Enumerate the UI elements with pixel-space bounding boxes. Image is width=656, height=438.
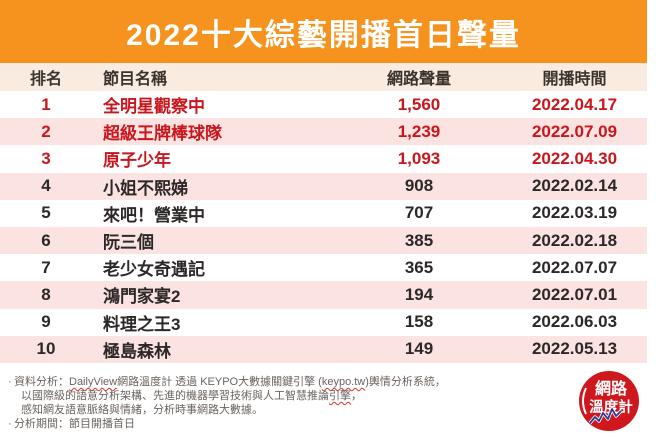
- data-source-note: · 資料分析：DailyView網路溫度計 透過 KEYPO大數據關鍵引擎 (ke…: [8, 375, 647, 389]
- table-row: 5 來吧！營業中 707 2022.03.19: [0, 199, 647, 227]
- volume-cell: 158: [404, 312, 434, 332]
- brand-name: DailyView: [69, 375, 118, 388]
- program-name-cell: 小姐不熙娣: [103, 178, 188, 198]
- bullet: ·: [8, 417, 12, 430]
- dailyview-logo: 網路 溫度計: [579, 371, 639, 431]
- volume-cell: 908: [404, 176, 434, 196]
- keypo-link: keypo.tw: [321, 375, 366, 388]
- period-note: · 分析期間：節目開播首日: [8, 417, 647, 431]
- program-name-cell: 來吧！營業中: [103, 205, 205, 225]
- program-name-cell: 料理之王3: [103, 314, 181, 334]
- column-header-date: 開播時間: [542, 71, 607, 88]
- table-header-row: 排名 節目名稱 網路聲量 開播時間: [0, 63, 647, 91]
- table-row: 1 全明星觀察中 1,560 2022.04.17: [0, 91, 647, 119]
- table-row: 7 老少女奇遇記 365 2022.07.07: [0, 254, 647, 282]
- rank-cell: 9: [41, 312, 51, 332]
- rank-cell: 1: [41, 94, 51, 114]
- rank-cell: 3: [41, 148, 51, 168]
- logo-text-top: 網路: [595, 379, 628, 398]
- footer-notes: · 資料分析：DailyView網路溫度計 透過 KEYPO大數據關鍵引擎 (ke…: [0, 363, 647, 431]
- note-text: )輿情分析系統，: [365, 375, 446, 388]
- note-text: 網路溫度計 透過 KEYPO大數據關鍵引擎 (: [117, 375, 322, 388]
- title-band: 2022十大綜藝開播首日聲量: [0, 0, 647, 63]
- table-row: 10 極島森林 149 2022.05.13: [0, 335, 647, 363]
- column-header-volume: 網路聲量: [386, 71, 451, 88]
- note-text: 感知網友語意脈絡與情緒，分析時事網路大數據。: [21, 403, 263, 416]
- volume-cell: 1,239: [397, 121, 441, 141]
- date-cell: 2022.07.07: [531, 257, 618, 277]
- column-header-program: 節目名稱: [103, 71, 168, 88]
- rank-cell: 4: [41, 176, 51, 196]
- program-name-cell: 鴻門家宴2: [103, 287, 181, 307]
- table-row: 4 小姐不熙娣 908 2022.02.14: [0, 172, 647, 200]
- page-title: 2022十大綜藝開播首日聲量: [126, 18, 521, 52]
- rank-cell: 10: [36, 339, 56, 359]
- note-text: 資料分析：: [14, 375, 69, 388]
- program-name-cell: 全明星觀察中: [103, 97, 205, 117]
- date-cell: 2022.06.03: [531, 312, 618, 332]
- rank-cell: 6: [41, 230, 51, 250]
- logo-text-bottom: 溫度計: [589, 398, 633, 416]
- volume-cell: 365: [404, 257, 434, 277]
- bullet: ·: [8, 375, 12, 388]
- date-cell: 2022.04.30: [531, 148, 618, 168]
- date-cell: 2022.07.09: [531, 121, 618, 141]
- logo-wave: [589, 408, 622, 424]
- content-area: 2022十大綜藝開播首日聲量 排名 節目名稱 網路聲量 開播時間 1 全明星觀察…: [0, 0, 647, 431]
- method-note-2: 感知網友語意脈絡與情緒，分析時事網路大數據。: [8, 403, 647, 417]
- table-row: 9 料理之王3 158 2022.06.03: [0, 308, 647, 336]
- rank-cell: 7: [41, 257, 51, 277]
- date-cell: 2022.07.01: [531, 284, 618, 304]
- table-row: 2 超級王牌棒球隊 1,239 2022.07.09: [0, 118, 647, 146]
- rank-cell: 2: [41, 121, 51, 141]
- note-text: 以國際級的語意分析架構、先進的機器學習技術與人工智慧推論: [21, 389, 329, 402]
- volume-cell: 1,560: [397, 94, 441, 114]
- date-cell: 2022.05.13: [531, 339, 618, 359]
- note-text: 分析期間：節目開播首日: [14, 417, 135, 430]
- date-cell: 2022.02.18: [531, 230, 618, 250]
- program-name-cell: 原子少年: [103, 151, 171, 171]
- note-text: 引擎: [329, 389, 351, 402]
- column-header-rank: 排名: [29, 71, 62, 88]
- rank-cell: 8: [41, 284, 51, 304]
- volume-cell: 385: [404, 230, 434, 250]
- program-name-cell: 老少女奇遇記: [103, 260, 205, 280]
- program-name-cell: 阮三個: [103, 233, 154, 253]
- table-row: 8 鴻門家宴2 194 2022.07.01: [0, 281, 647, 309]
- date-cell: 2022.03.19: [531, 203, 618, 223]
- table-body: 1 全明星觀察中 1,560 2022.04.17 2 超級王牌棒球隊 1,23…: [0, 91, 647, 363]
- volume-cell: 149: [404, 339, 434, 359]
- program-name-cell: 極島森林: [103, 341, 171, 361]
- date-cell: 2022.04.17: [531, 94, 618, 114]
- volume-cell: 194: [404, 284, 434, 304]
- volume-cell: 707: [404, 203, 434, 223]
- note-text: ，: [351, 389, 362, 402]
- volume-cell: 1,093: [397, 148, 441, 168]
- method-note: 以國際級的語意分析架構、先進的機器學習技術與人工智慧推論引擎，: [8, 389, 647, 403]
- logo-signal-arc: [582, 387, 587, 415]
- date-cell: 2022.02.14: [531, 176, 618, 196]
- table-row: 3 原子少年 1,093 2022.04.30: [0, 145, 647, 173]
- program-name-cell: 超級王牌棒球隊: [103, 124, 222, 144]
- rank-cell: 5: [41, 203, 51, 223]
- table-row: 6 阮三個 385 2022.02.18: [0, 226, 647, 255]
